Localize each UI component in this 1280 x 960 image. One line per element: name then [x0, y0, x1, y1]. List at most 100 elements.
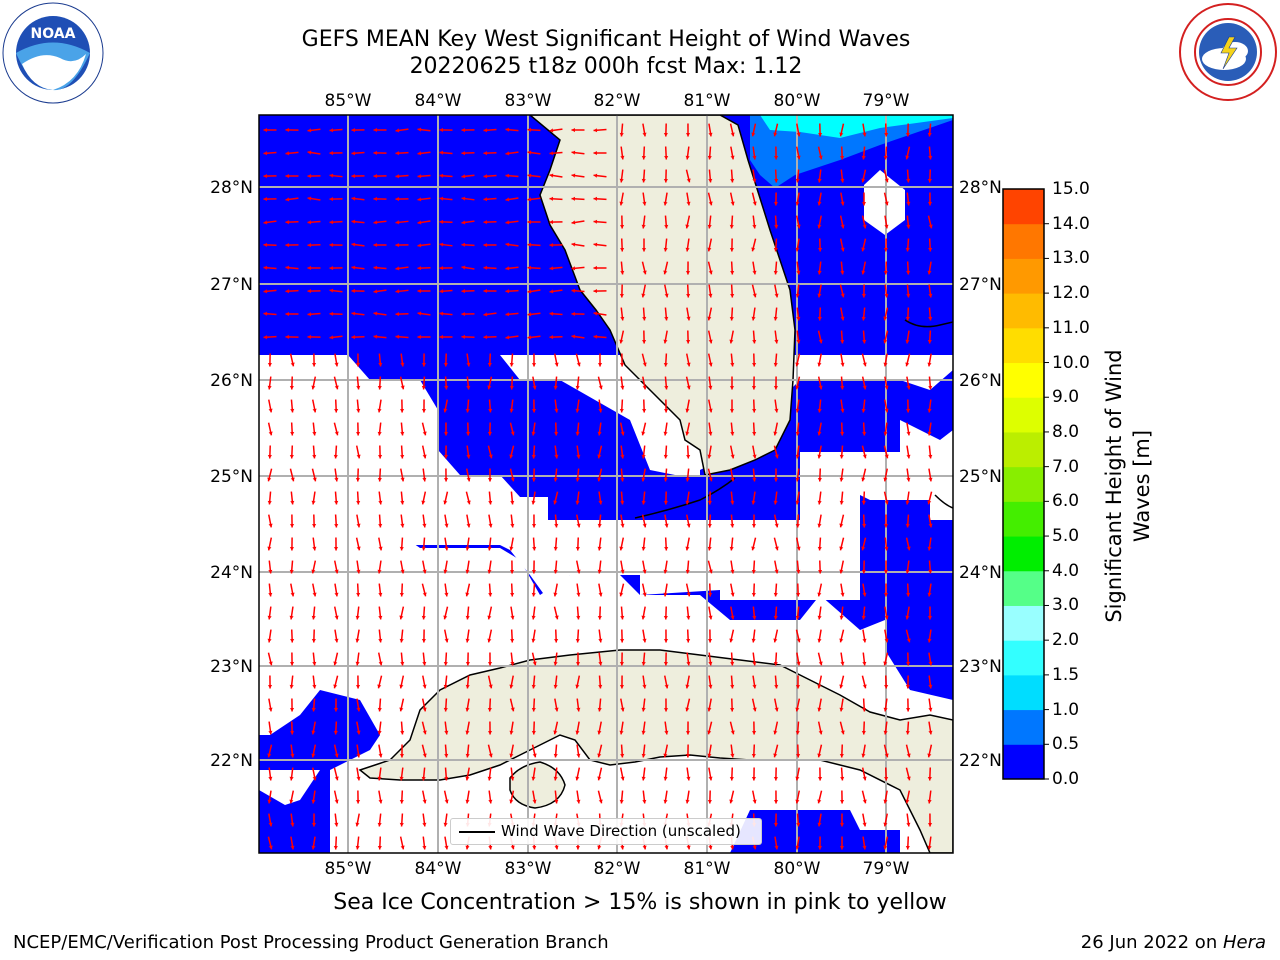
colorbar-segment: [1003, 640, 1044, 676]
wave-arrow-head: [773, 661, 778, 666]
wave-arrow-head: [527, 335, 532, 340]
wave-arrow-head: [290, 500, 295, 505]
wave-arrow-head: [400, 362, 405, 367]
wave-arrow-head: [422, 569, 427, 574]
wave-arrow-head: [884, 546, 889, 551]
lat-label-right: 23°N: [959, 657, 1002, 677]
wave-arrow-head: [883, 316, 888, 321]
wave-arrow-head: [708, 592, 713, 597]
wave-arrow-head: [839, 477, 844, 482]
wave-arrow-head: [685, 754, 691, 758]
wave-arrow-head: [483, 265, 488, 270]
colorbar-segment: [1003, 293, 1044, 329]
wave-arrow-head: [708, 661, 713, 666]
wave-arrow-head: [928, 707, 933, 712]
wave-arrow-head: [466, 500, 471, 505]
wave-arrow-head: [707, 753, 712, 758]
wave-arrow-head: [795, 362, 800, 367]
wave-arrow-head: [487, 638, 492, 643]
wave-arrow-head: [400, 845, 405, 850]
wave-arrow-head: [730, 661, 735, 666]
wave-arrow-head: [620, 247, 625, 252]
wave-arrow-head: [421, 776, 426, 781]
wave-arrow-head: [905, 316, 910, 321]
wave-arrow-head: [395, 243, 399, 248]
wave-arrow-head: [334, 753, 339, 758]
wave-arrow-head: [840, 178, 845, 183]
wave-arrow-head: [400, 477, 405, 482]
wave-arrow-head: [395, 174, 400, 179]
wave-arrow-head: [642, 523, 647, 528]
wave-arrow-head: [729, 409, 735, 413]
wave-arrow-head: [883, 593, 889, 597]
wave-arrow-head: [685, 271, 691, 275]
wave-arrow-head: [906, 409, 911, 413]
wave-arrow-head: [311, 500, 316, 505]
wave-arrow-head: [883, 707, 888, 712]
wave-arrow-head: [862, 385, 867, 390]
wave-arrow-head: [862, 339, 867, 344]
wave-arrow-head: [312, 477, 317, 482]
wave-arrow-head: [553, 592, 558, 597]
wave-arrow-head: [884, 293, 889, 298]
wave-arrow-head: [377, 408, 382, 413]
wave-arrow-head: [267, 799, 272, 804]
wave-arrow-head: [884, 500, 889, 505]
wave-arrow-head: [686, 845, 691, 850]
wave-arrow-head: [333, 661, 338, 666]
wave-arrow-head: [593, 311, 598, 316]
wave-arrow-head: [575, 638, 580, 643]
wave-arrow-head: [554, 845, 559, 850]
wave-arrow-head: [795, 293, 800, 298]
wave-arrow-head: [461, 289, 465, 294]
wave-arrow-head: [883, 431, 888, 436]
colorbar-segment: [1003, 362, 1044, 398]
wave-arrow-head: [373, 242, 377, 248]
wave-arrow-head: [641, 776, 646, 781]
wave-arrow-head: [356, 454, 361, 459]
wave-arrow-head: [532, 753, 537, 758]
wave-arrow-head: [796, 270, 801, 275]
wave-arrow-head: [356, 569, 361, 574]
wave-arrow-head: [532, 546, 537, 551]
wave-arrow-head: [862, 845, 867, 850]
wave-arrow-head: [465, 776, 470, 781]
wave-arrow-head: [483, 242, 487, 248]
wave-arrow-head: [686, 615, 691, 620]
wave-arrow-head: [509, 570, 515, 574]
wave-arrow-head: [289, 662, 295, 666]
wave-arrow-head: [752, 799, 757, 804]
lon-label-top: 84°W: [415, 91, 462, 111]
wave-arrow-head: [307, 265, 311, 271]
wave-arrow-head: [378, 661, 383, 666]
wave-arrow-head: [619, 178, 624, 183]
wave-arrow-head: [817, 846, 823, 850]
wave-arrow-head: [483, 174, 488, 179]
wave-arrow-head: [465, 592, 470, 597]
wave-arrow-head: [421, 363, 427, 367]
wave-arrow-head: [422, 707, 427, 712]
wave-arrow-head: [483, 151, 488, 156]
wave-arrow-head: [796, 546, 801, 551]
wave-arrow-head: [527, 197, 532, 202]
wave-arrow-head: [774, 178, 779, 183]
wave-arrow-head: [351, 196, 356, 201]
wave-arrow-head: [285, 220, 290, 225]
wave-arrow-head: [531, 431, 536, 436]
wave-arrow-head: [373, 173, 377, 179]
wave-arrow-head: [378, 455, 383, 459]
wave-arrow-head: [861, 570, 866, 574]
wave-arrow-head: [593, 219, 598, 224]
wave-arrow-head: [505, 312, 510, 317]
wave-arrow-head: [730, 178, 735, 183]
wave-arrow-head: [905, 247, 910, 252]
wave-arrow-head: [505, 197, 510, 202]
wave-arrow-head: [840, 247, 845, 252]
wave-arrow-head: [620, 776, 625, 781]
wave-arrow-head: [795, 477, 800, 482]
lat-label-left: 23°N: [210, 657, 253, 677]
wave-arrow-head: [796, 224, 801, 229]
wave-arrow-head: [663, 409, 669, 413]
wave-arrow-head: [817, 454, 822, 459]
wave-arrow-head: [752, 845, 757, 850]
